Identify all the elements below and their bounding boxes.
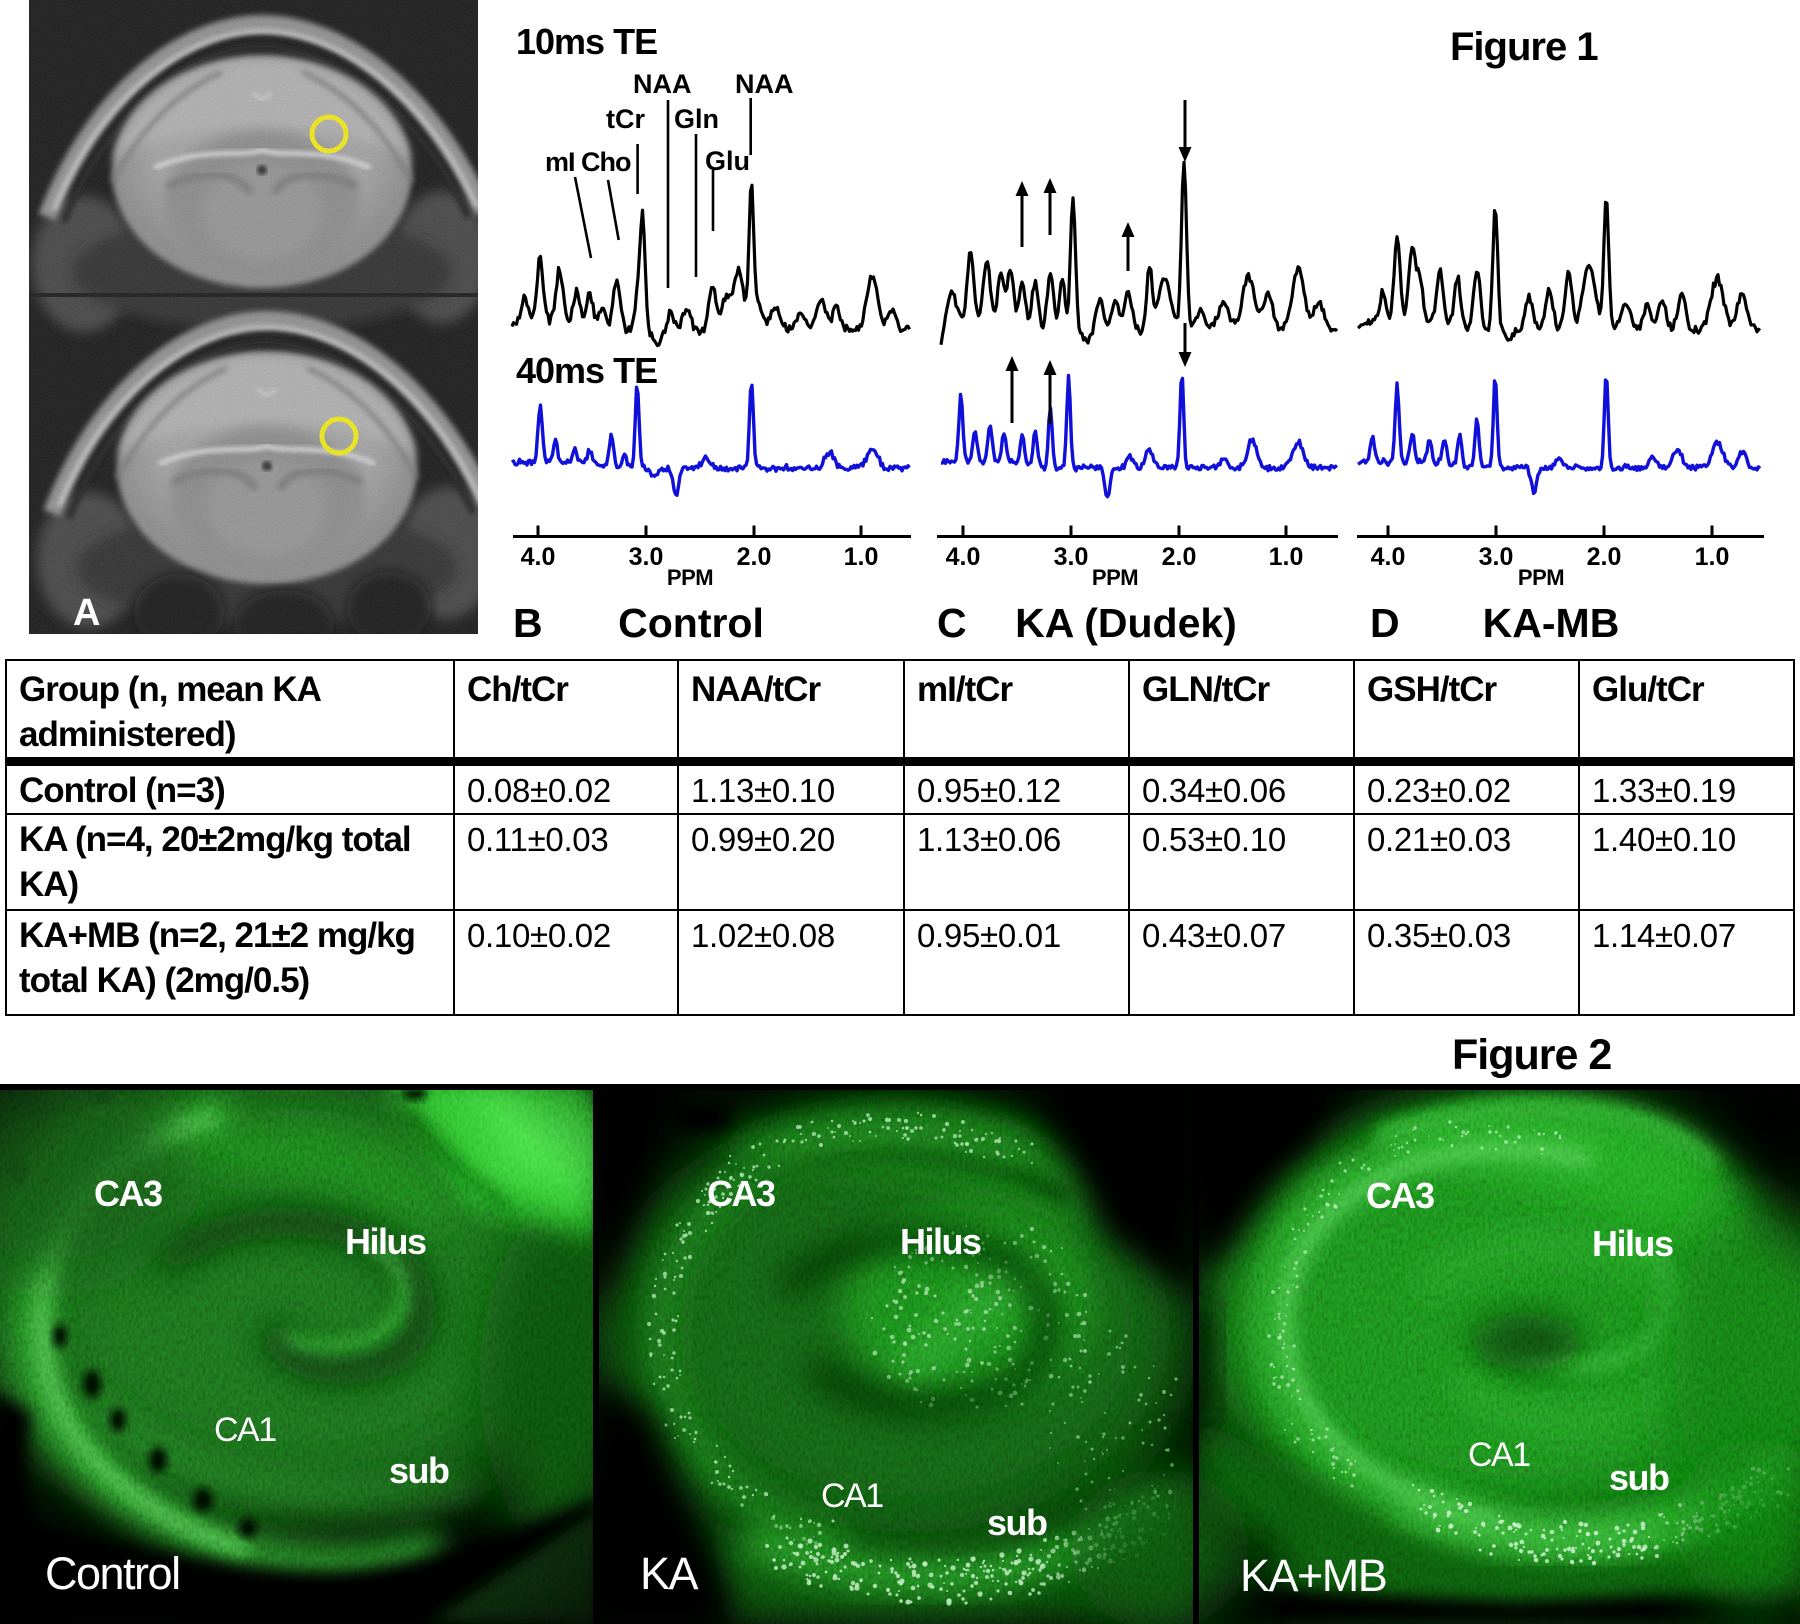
svg-text:3.0: 3.0 — [1054, 543, 1089, 571]
svg-text:1.0: 1.0 — [844, 543, 879, 571]
svg-text:NAA: NAA — [735, 69, 794, 99]
svg-text:Control: Control — [45, 1548, 180, 1599]
svg-text:D: D — [1370, 600, 1400, 646]
svg-text:mI Cho: mI Cho — [545, 147, 631, 177]
svg-text:tCr: tCr — [606, 104, 645, 134]
svg-text:2.0: 2.0 — [737, 543, 772, 571]
svg-text:KA (Dudek): KA (Dudek) — [1015, 600, 1237, 646]
svg-text:2.0: 2.0 — [1162, 543, 1197, 571]
svg-text:Hilus: Hilus — [1592, 1223, 1673, 1264]
svg-text:Control: Control — [618, 600, 764, 646]
svg-text:CA3: CA3 — [94, 1173, 162, 1214]
svg-text:4.0: 4.0 — [1371, 543, 1406, 571]
svg-text:PPM: PPM — [1092, 565, 1138, 590]
svg-text:CA1: CA1 — [1468, 1436, 1530, 1474]
svg-text:Hilus: Hilus — [900, 1221, 981, 1262]
svg-text:40ms TE: 40ms TE — [516, 350, 657, 391]
svg-text:3.0: 3.0 — [1479, 543, 1514, 571]
svg-text:10ms TE: 10ms TE — [516, 21, 657, 62]
svg-text:4.0: 4.0 — [946, 543, 981, 571]
svg-text:A: A — [73, 592, 100, 634]
svg-text:KA+MB: KA+MB — [1240, 1550, 1386, 1601]
svg-text:Figure 1: Figure 1 — [1450, 25, 1598, 69]
svg-text:CA1: CA1 — [821, 1477, 883, 1515]
svg-text:sub: sub — [389, 1450, 449, 1491]
svg-text:CA3: CA3 — [1366, 1175, 1434, 1216]
svg-text:Gln: Gln — [674, 104, 719, 134]
svg-text:CA1: CA1 — [214, 1411, 276, 1449]
svg-text:PPM: PPM — [1518, 565, 1564, 590]
svg-text:4.0: 4.0 — [521, 543, 556, 571]
svg-text:KA-MB: KA-MB — [1483, 600, 1620, 646]
svg-text:NAA: NAA — [633, 69, 692, 99]
svg-text:sub: sub — [1609, 1457, 1669, 1498]
svg-text:sub: sub — [987, 1502, 1047, 1543]
svg-text:3.0: 3.0 — [629, 543, 664, 571]
svg-text:C: C — [937, 600, 967, 646]
svg-text:2.0: 2.0 — [1587, 543, 1622, 571]
svg-text:KA: KA — [640, 1548, 699, 1599]
svg-text:PPM: PPM — [667, 565, 713, 590]
svg-text:1.0: 1.0 — [1269, 543, 1304, 571]
svg-text:CA3: CA3 — [707, 1173, 775, 1214]
svg-text:B: B — [513, 600, 543, 646]
svg-text:Hilus: Hilus — [345, 1221, 426, 1262]
svg-text:1.0: 1.0 — [1695, 543, 1730, 571]
